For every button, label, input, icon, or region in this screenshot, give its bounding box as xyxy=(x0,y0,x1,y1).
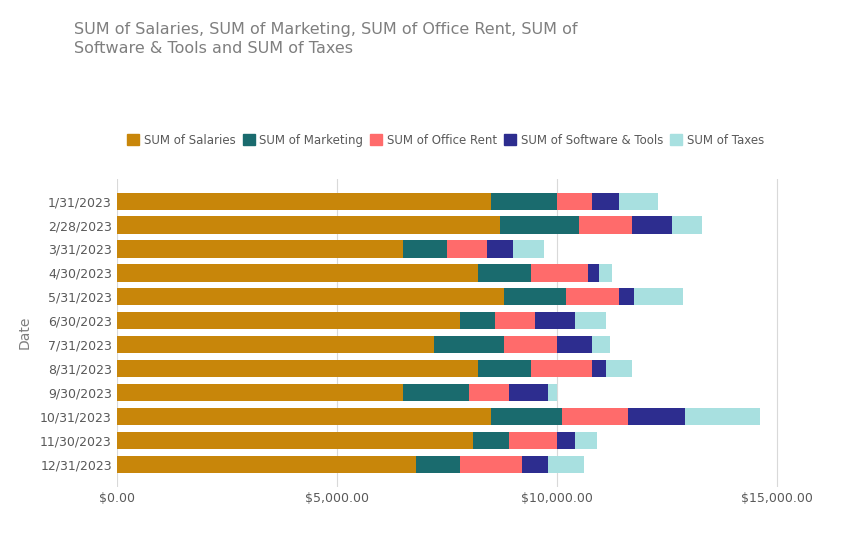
Bar xyxy=(477,360,531,377)
Bar xyxy=(634,288,682,306)
Bar xyxy=(117,456,416,473)
Bar xyxy=(473,432,509,449)
Bar xyxy=(491,193,557,210)
Bar xyxy=(618,193,658,210)
Bar xyxy=(403,384,469,401)
Legend: SUM of Salaries, SUM of Marketing, SUM of Office Rent, SUM of Software & Tools, : SUM of Salaries, SUM of Marketing, SUM o… xyxy=(123,129,769,151)
Text: SUM of Salaries, SUM of Marketing, SUM of Office Rent, SUM of
Software & Tools a: SUM of Salaries, SUM of Marketing, SUM o… xyxy=(74,22,577,56)
Bar xyxy=(460,312,496,329)
Bar xyxy=(593,193,618,210)
Bar xyxy=(460,456,522,473)
Bar xyxy=(447,240,487,258)
Bar xyxy=(618,288,634,306)
Bar xyxy=(548,384,557,401)
Bar xyxy=(469,384,509,401)
Bar xyxy=(588,265,599,281)
Bar xyxy=(416,456,460,473)
Bar xyxy=(117,432,473,449)
Bar xyxy=(557,432,574,449)
Bar xyxy=(117,408,491,425)
Bar xyxy=(117,336,434,353)
Bar xyxy=(509,384,548,401)
Bar xyxy=(561,408,628,425)
Bar xyxy=(574,312,606,329)
Bar xyxy=(628,408,685,425)
Y-axis label: Date: Date xyxy=(18,316,32,349)
Bar xyxy=(599,265,612,281)
Bar xyxy=(504,288,566,306)
Bar xyxy=(477,265,531,281)
Bar xyxy=(535,312,574,329)
Bar xyxy=(574,432,597,449)
Bar xyxy=(509,432,557,449)
Bar xyxy=(500,216,580,234)
Bar xyxy=(434,336,504,353)
Bar xyxy=(580,216,632,234)
Bar xyxy=(117,216,500,234)
Bar xyxy=(117,360,477,377)
Bar xyxy=(593,336,610,353)
Bar xyxy=(685,408,759,425)
Bar xyxy=(557,193,593,210)
Bar xyxy=(496,312,535,329)
Bar xyxy=(117,384,403,401)
Bar xyxy=(117,265,477,281)
Bar xyxy=(117,193,491,210)
Bar xyxy=(566,288,618,306)
Bar xyxy=(504,336,557,353)
Bar xyxy=(606,360,632,377)
Bar xyxy=(117,312,460,329)
Bar xyxy=(548,456,584,473)
Bar xyxy=(117,240,403,258)
Bar xyxy=(522,456,548,473)
Bar xyxy=(531,360,593,377)
Bar xyxy=(632,216,671,234)
Bar xyxy=(403,240,447,258)
Bar xyxy=(487,240,513,258)
Bar xyxy=(557,336,593,353)
Bar xyxy=(593,360,606,377)
Bar xyxy=(531,265,588,281)
Bar xyxy=(671,216,702,234)
Bar xyxy=(491,408,561,425)
Bar xyxy=(117,288,504,306)
Bar xyxy=(513,240,544,258)
